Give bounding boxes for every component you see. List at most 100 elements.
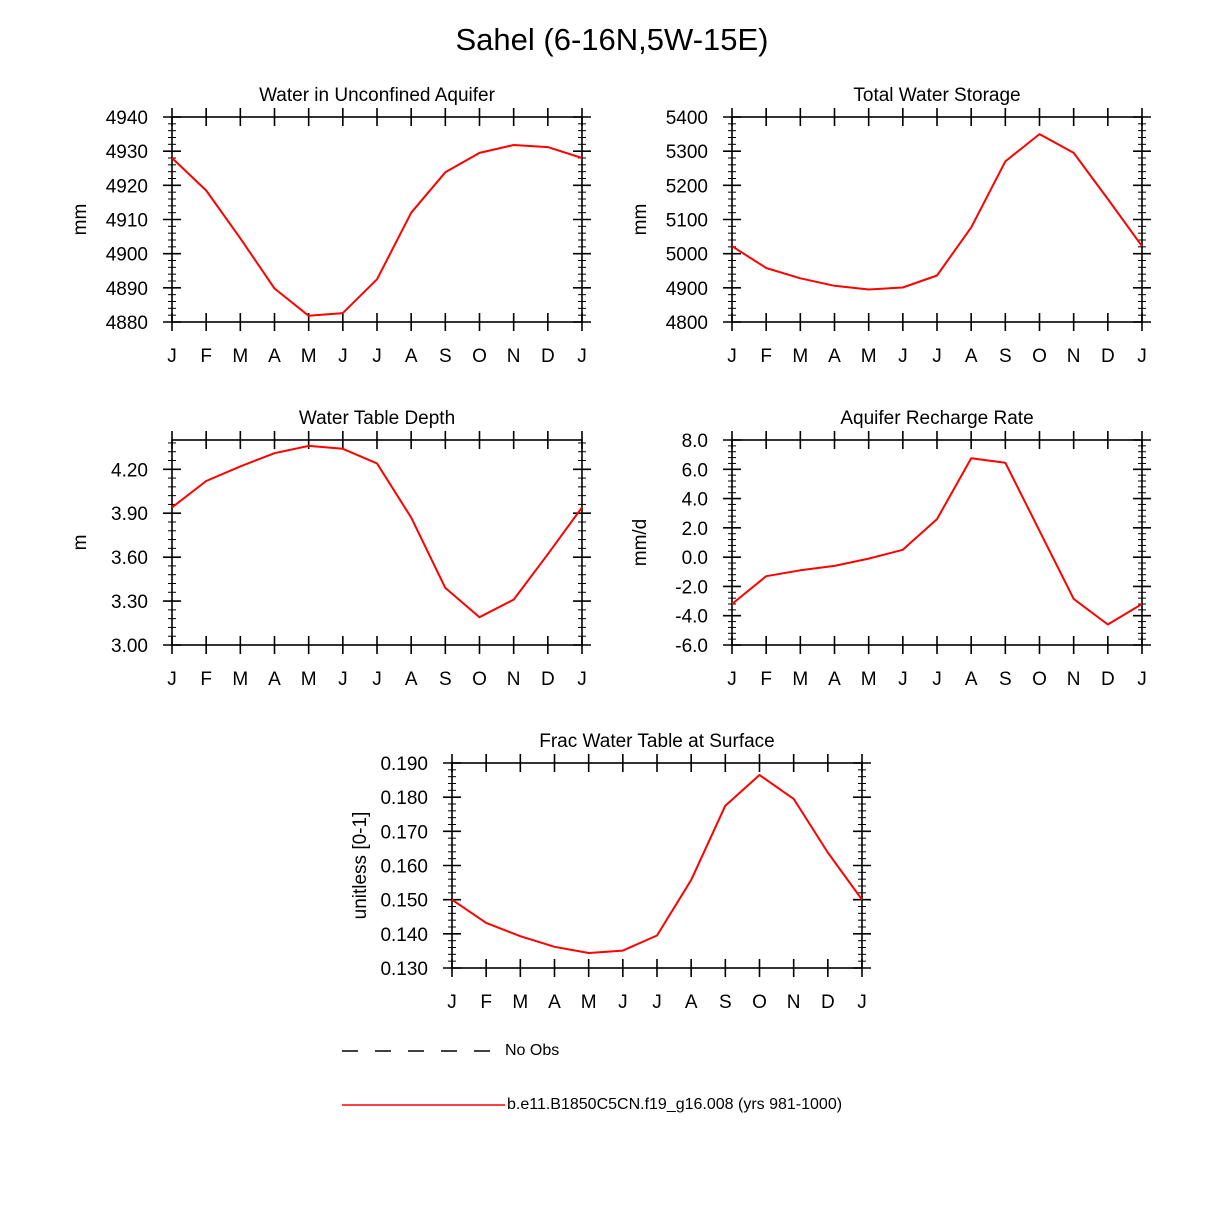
- y-tick-label: 0.180: [380, 788, 428, 809]
- x-tick-label: O: [472, 669, 487, 690]
- x-tick-label: F: [760, 669, 772, 690]
- series-line: [451, 774, 863, 954]
- y-tick-label: 4900: [106, 245, 148, 266]
- y-tick-label: -6.0: [675, 636, 708, 657]
- series-line: [731, 457, 1143, 626]
- x-tick-label: J: [577, 669, 587, 690]
- y-tick-label: 4890: [106, 279, 148, 300]
- y-axis-label: mm: [630, 204, 651, 236]
- y-tick-label: 5000: [666, 245, 708, 266]
- chart-title: Water Table Depth: [299, 408, 455, 429]
- y-axis-label: mm/d: [630, 519, 651, 567]
- x-tick-label: A: [828, 669, 841, 690]
- x-tick-label: M: [301, 669, 317, 690]
- x-tick-label: S: [439, 669, 452, 690]
- y-tick-label: 0.190: [380, 754, 428, 775]
- x-tick-label: A: [828, 346, 841, 367]
- x-tick-label: J: [447, 992, 457, 1013]
- x-tick-label: A: [965, 346, 978, 367]
- y-tick-label: 4930: [106, 142, 148, 163]
- x-tick-label: J: [727, 669, 737, 690]
- x-tick-label: M: [581, 992, 597, 1013]
- x-tick-label: A: [268, 669, 281, 690]
- x-tick-label: A: [268, 346, 281, 367]
- x-tick-label: M: [512, 992, 528, 1013]
- x-tick-label: A: [405, 669, 418, 690]
- x-tick-label: D: [541, 669, 555, 690]
- x-tick-label: D: [541, 346, 555, 367]
- page-title: Sahel (6-16N,5W-15E): [455, 22, 769, 57]
- y-tick-label: 3.00: [111, 636, 148, 657]
- legend-obs-label: No Obs: [505, 1042, 560, 1059]
- x-tick-label: A: [405, 346, 418, 367]
- y-tick-label: 3.90: [111, 504, 148, 525]
- y-tick-label: 5100: [666, 211, 708, 232]
- series-line: [171, 444, 583, 619]
- x-tick-label: N: [1067, 346, 1081, 367]
- x-tick-label: O: [1032, 669, 1047, 690]
- y-tick-label: 0.170: [380, 822, 428, 843]
- y-tick-label: 4800: [666, 313, 708, 334]
- x-tick-label: S: [999, 346, 1012, 367]
- x-tick-label: F: [200, 669, 212, 690]
- y-tick-label: 4.0: [682, 490, 708, 511]
- y-tick-label: -4.0: [675, 607, 708, 628]
- x-tick-label: D: [1101, 669, 1115, 690]
- legend-model-label: b.e11.B1850C5CN.f19_g16.008 (yrs 981-100…: [507, 1096, 843, 1113]
- x-tick-label: F: [760, 346, 772, 367]
- x-tick-label: J: [338, 669, 348, 690]
- x-tick-label: S: [719, 992, 732, 1013]
- chart-aquifer-recharge-rate: Aquifer Recharge Rate mm/d -6.0 -4.0 -2.0 0.0…: [630, 408, 1151, 690]
- x-tick-label: D: [1101, 346, 1115, 367]
- chart-title: Total Water Storage: [853, 85, 1020, 106]
- x-tick-label: A: [965, 669, 978, 690]
- chart-title: Aquifer Recharge Rate: [840, 408, 1033, 429]
- x-tick-label: M: [861, 346, 877, 367]
- x-tick-label: N: [507, 669, 521, 690]
- y-tick-label: 4900: [666, 279, 708, 300]
- x-tick-label: J: [167, 669, 177, 690]
- y-axis-label: unitless [0-1]: [350, 812, 371, 920]
- y-tick-label: 4910: [106, 211, 148, 232]
- x-tick-label: J: [652, 992, 662, 1013]
- chart-water-unconfined-aquifer: Water in Unconfined Aquifer mm 4880 4890 490…: [70, 85, 591, 367]
- x-tick-label: J: [857, 992, 867, 1013]
- y-tick-label: 0.150: [380, 891, 428, 912]
- plot-frame: [171, 116, 583, 323]
- x-tick-label: D: [821, 992, 835, 1013]
- x-tick-label: O: [472, 346, 487, 367]
- y-tick-label: 4940: [106, 108, 148, 129]
- x-tick-label: F: [480, 992, 492, 1013]
- x-tick-label: J: [372, 669, 382, 690]
- plot-frame: [731, 116, 1143, 323]
- x-tick-label: M: [792, 346, 808, 367]
- plot-frame: [731, 439, 1143, 646]
- y-tick-label: -2.0: [675, 577, 708, 598]
- x-tick-label: M: [232, 669, 248, 690]
- x-tick-label: M: [792, 669, 808, 690]
- plot-frame: [451, 762, 863, 969]
- y-tick-label: 5400: [666, 108, 708, 129]
- x-tick-label: O: [752, 992, 767, 1013]
- y-tick-label: 2.0: [682, 519, 708, 540]
- x-tick-label: N: [1067, 669, 1081, 690]
- y-tick-label: 4880: [106, 313, 148, 334]
- x-tick-label: J: [1137, 346, 1147, 367]
- y-tick-label: 3.60: [111, 548, 148, 569]
- y-tick-label: 0.160: [380, 857, 428, 878]
- y-tick-label: 4.20: [111, 460, 148, 481]
- y-tick-label: 8.0: [682, 431, 708, 452]
- x-tick-label: J: [618, 992, 628, 1013]
- y-axis-label: m: [70, 535, 91, 551]
- x-tick-label: J: [1137, 669, 1147, 690]
- chart-frac-water-table-surface: Frac Water Table at Surface unitless [0-1…: [350, 731, 871, 1013]
- x-tick-label: A: [685, 992, 698, 1013]
- series-line: [171, 144, 583, 317]
- y-tick-label: 5300: [666, 142, 708, 163]
- x-tick-label: N: [787, 992, 801, 1013]
- x-tick-label: J: [932, 669, 942, 690]
- y-tick-label: 6.0: [682, 460, 708, 481]
- chart-title: Frac Water Table at Surface: [539, 731, 775, 752]
- x-tick-label: F: [200, 346, 212, 367]
